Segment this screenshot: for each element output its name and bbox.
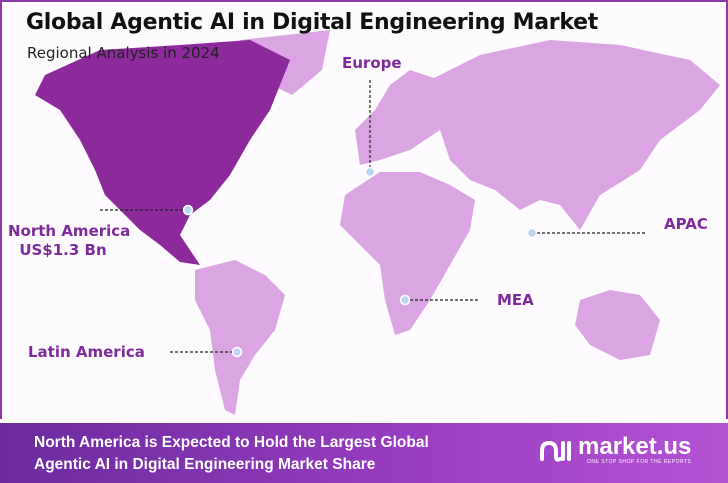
- market-us-logo: market.us ONE STOP SHOP FOR THE REPORTS: [538, 435, 708, 465]
- europe: [355, 70, 440, 165]
- region-name: North America: [8, 222, 131, 240]
- logo-tagline: ONE STOP SHOP FOR THE REPORTS: [587, 459, 692, 465]
- europe-marker: [364, 166, 376, 178]
- australia: [575, 290, 660, 360]
- south-america: [195, 260, 285, 415]
- north-america-marker: [182, 204, 194, 216]
- mea-label: MEA: [497, 291, 534, 309]
- banner-line-1: North America is Expected to Hold the La…: [34, 434, 429, 451]
- page-title: Global Agentic AI in Digital Engineering…: [26, 10, 598, 35]
- europe-label: Europe: [342, 54, 402, 72]
- north-america-label: North America US$1.3 Bn: [8, 222, 131, 260]
- banner-line-2: Agentic AI in Digital Engineering Market…: [34, 456, 376, 473]
- banner-text: North America is Expected to Hold the La…: [34, 432, 534, 476]
- mea-marker: [399, 294, 411, 306]
- page-subtitle: Regional Analysis in 2024: [27, 44, 220, 62]
- logo-icon: [540, 440, 571, 462]
- africa: [340, 172, 475, 335]
- latin-america-marker: [231, 346, 243, 358]
- apac-marker: [526, 227, 538, 239]
- latin-america-label: Latin America: [28, 343, 145, 361]
- region-value: US$1.3 Bn: [19, 241, 107, 259]
- asia: [430, 40, 720, 230]
- north-america: [35, 40, 290, 265]
- logo-name: market.us: [578, 433, 692, 460]
- apac-label: APAC: [664, 215, 708, 233]
- footer-banner: North America is Expected to Hold the La…: [0, 419, 728, 483]
